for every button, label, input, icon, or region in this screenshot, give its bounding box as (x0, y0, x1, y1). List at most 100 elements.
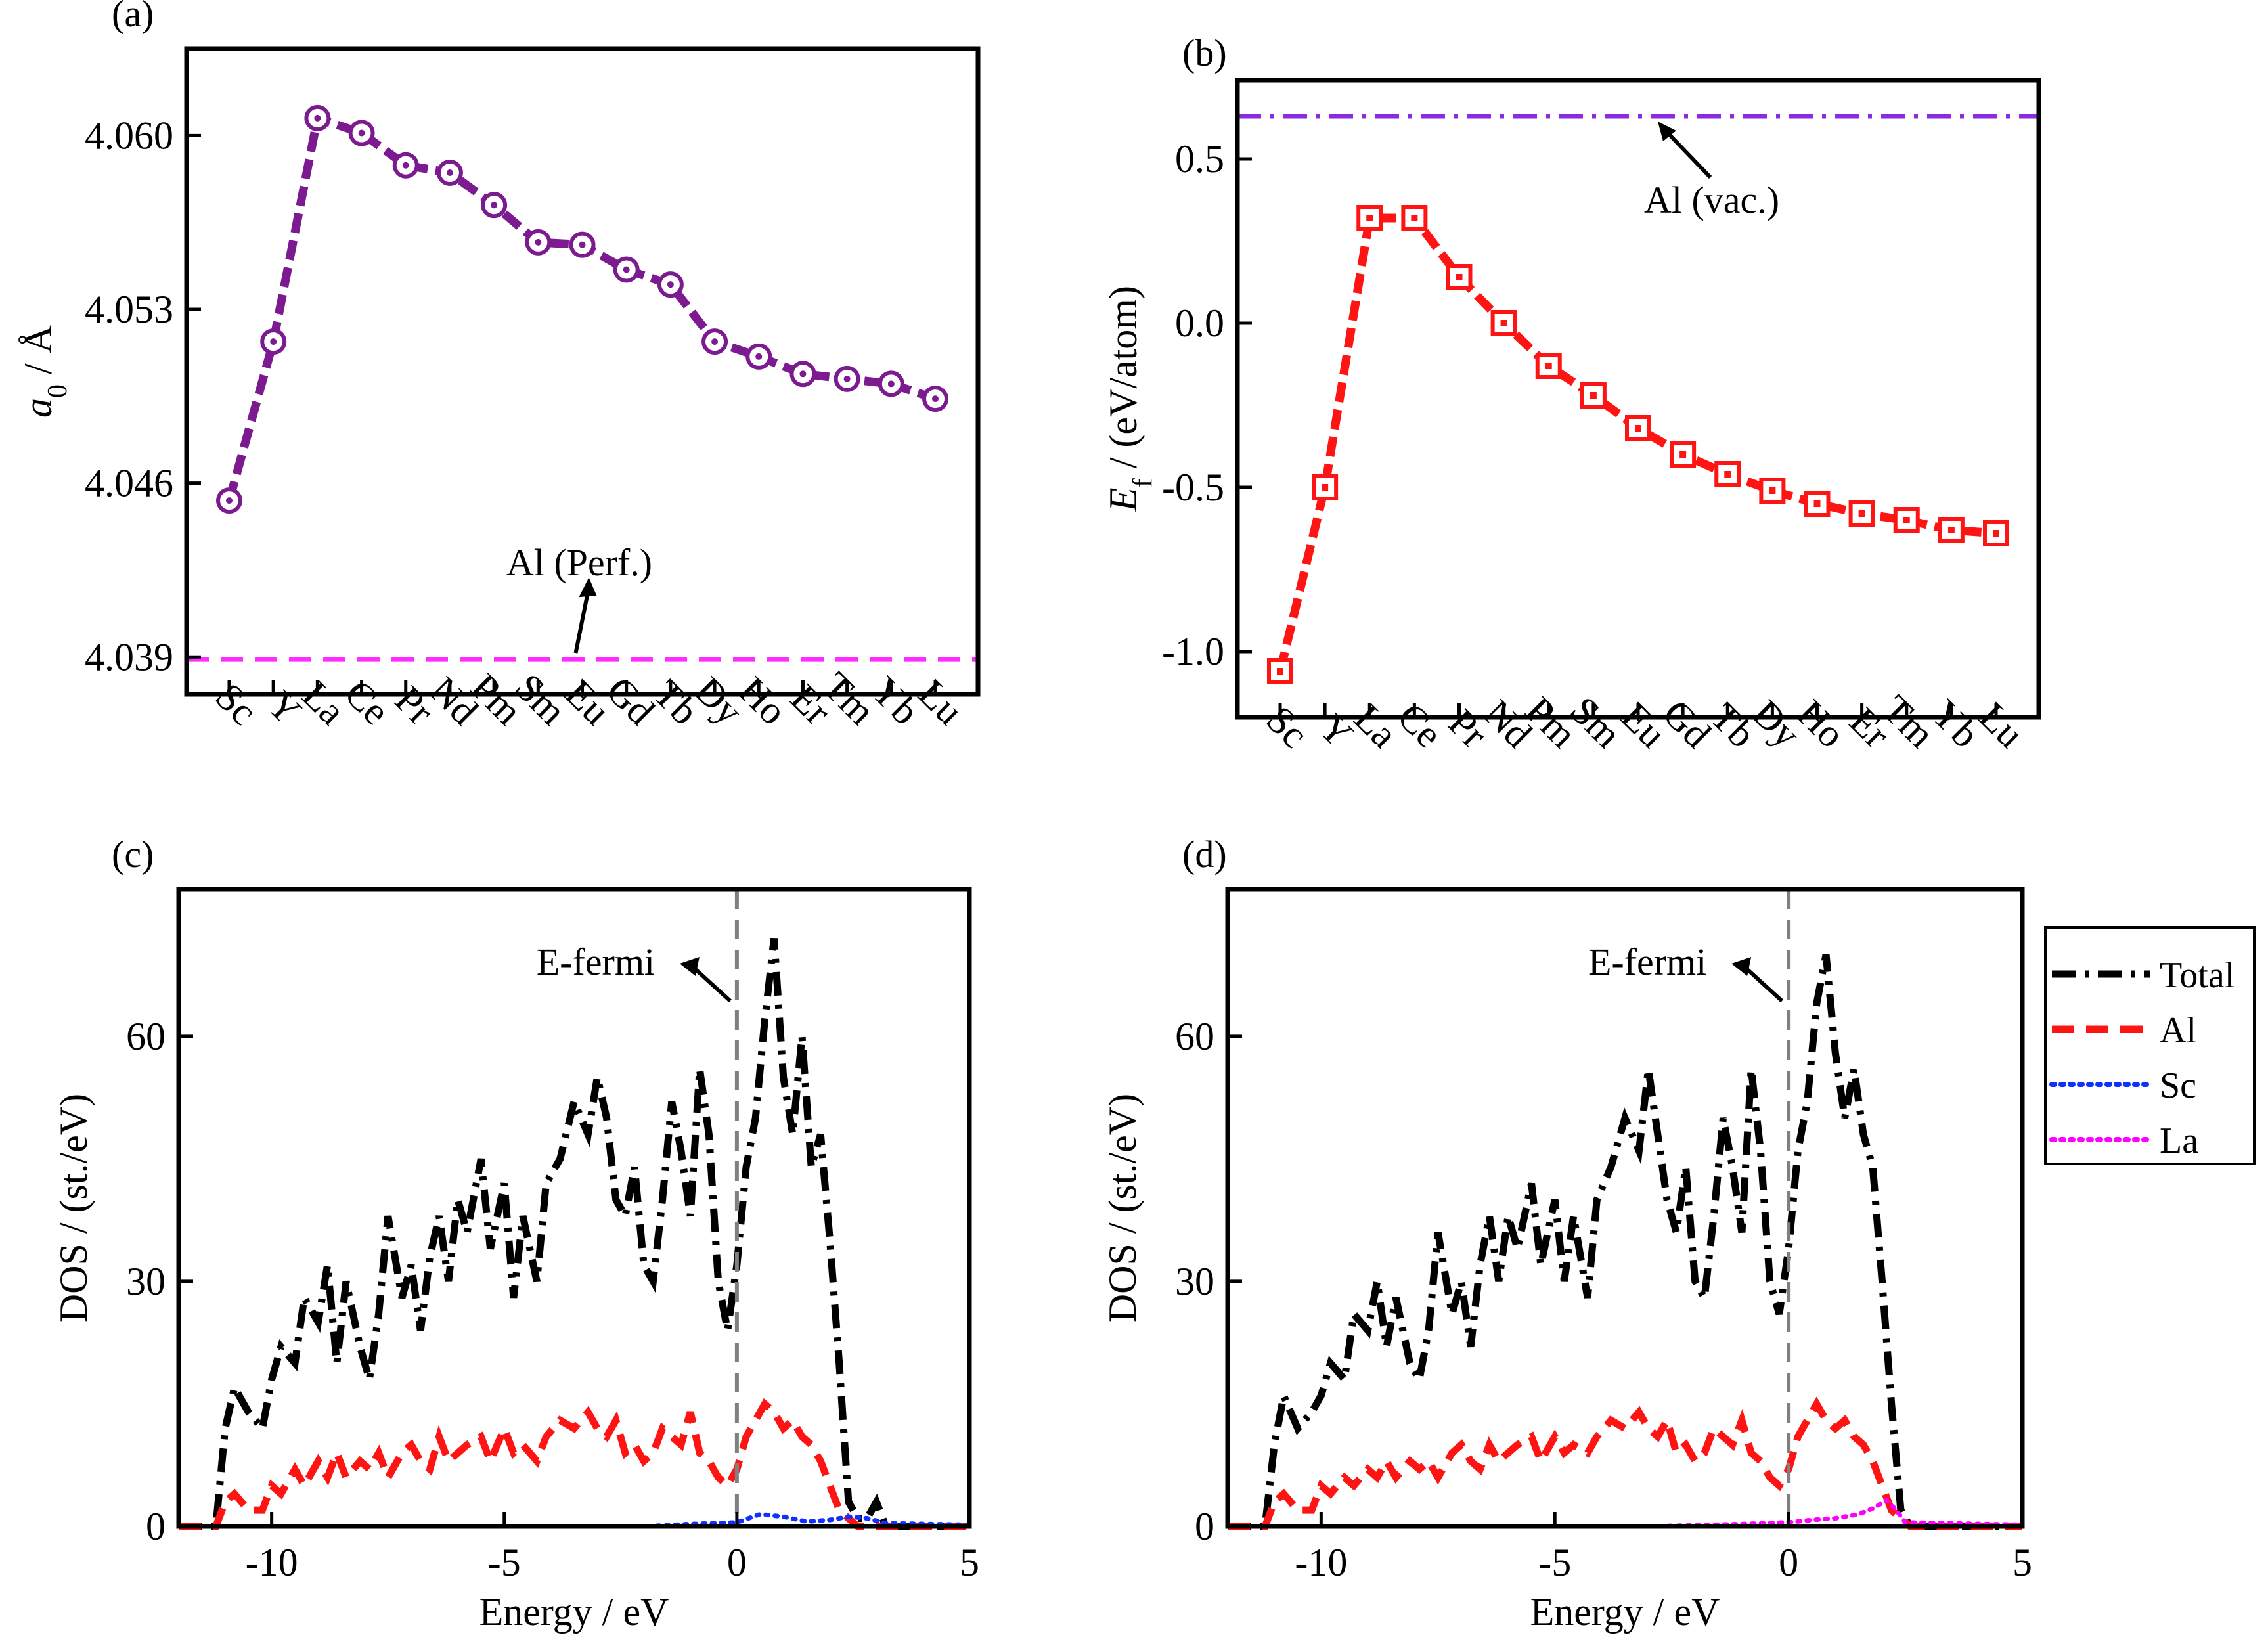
x-tick-label: Ho (1789, 692, 1854, 757)
series-al-line (1228, 1396, 2022, 1530)
arrowhead (579, 577, 597, 598)
y-tick-label: 0.5 (1175, 137, 1224, 181)
legend-label-total: Total (2160, 955, 2235, 996)
data-point-center (1500, 320, 1507, 326)
arrowhead (1731, 957, 1752, 976)
arrowhead (679, 957, 700, 976)
y-axis-label: DOS / (st./eV) (52, 1094, 95, 1322)
data-point (1535, 353, 1562, 379)
data-point-center (1993, 530, 1999, 537)
y-tick-label: 30 (126, 1260, 166, 1303)
data-line (225, 112, 937, 502)
data-point-center (887, 380, 895, 388)
fermi-label: E-fermi (537, 941, 655, 983)
plot-frame (176, 887, 972, 1529)
panel-label: (c) (112, 833, 154, 876)
legend-label-al: Al (2160, 1010, 2196, 1051)
y-tick-label: 4.039 (85, 635, 173, 678)
data-point-center (711, 338, 719, 345)
data-point-center (1769, 487, 1776, 494)
data-point-center (755, 353, 763, 360)
x-axis-label: Energy / eV (479, 1590, 669, 1634)
data-point (1490, 310, 1517, 336)
data-point-center (623, 266, 630, 273)
data-point-center (226, 497, 233, 504)
reference-label: Al (Perf.) (506, 541, 652, 584)
series-total-line (179, 937, 969, 1530)
data-point-center (358, 129, 365, 137)
data-point-center (314, 114, 321, 122)
x-tick-label: Sc (207, 675, 265, 733)
data-point (1804, 491, 1831, 517)
data-point-center (1590, 392, 1597, 399)
series-al-line (179, 1398, 969, 1530)
x-tick-label: -10 (246, 1541, 298, 1584)
data-point-center (1679, 451, 1687, 458)
x-tick-label: Ce (336, 671, 398, 733)
data-point-center (491, 202, 498, 209)
data-point-center (535, 238, 542, 246)
reference-label: Al (vac.) (1644, 179, 1779, 221)
data-point (1848, 500, 1875, 527)
data-point-center (579, 241, 586, 248)
legend-label-la: La (2160, 1121, 2198, 1161)
data-point-center (270, 338, 277, 345)
panel-label: (d) (1182, 833, 1227, 876)
x-tick-label: -5 (488, 1541, 521, 1584)
y-tick-label: 0 (146, 1505, 166, 1548)
y-tick-label: 4.060 (85, 114, 173, 157)
plot-frame (1225, 887, 2025, 1529)
y-tick-label: 0 (1195, 1505, 1214, 1548)
x-tick-label: Ho (730, 669, 795, 734)
data-point-center (1947, 527, 1955, 533)
x-tick-label: 5 (2012, 1541, 2032, 1584)
y-tick-label: 0.0 (1175, 301, 1224, 345)
data-point-center (1277, 668, 1283, 675)
legend-label-sc: Sc (2160, 1065, 2196, 1106)
data-point-center (799, 370, 807, 378)
legend: Total Al Sc La (2044, 926, 2256, 1165)
x-tick-label: Lu (910, 671, 972, 733)
panel-label: (b) (1182, 32, 1227, 74)
annotation-arrow (1745, 966, 1784, 1003)
data-point-center (843, 375, 851, 382)
x-tick-label: Ce (1389, 694, 1451, 756)
plot-frame (1235, 78, 2041, 720)
x-axis-label: Energy / eV (1530, 1590, 1720, 1634)
legend-box (2044, 926, 2256, 1165)
arrowhead (1658, 122, 1676, 141)
panel-a: 4.0394.0464.0534.060ScYLaCePrNdPmSmEuGdT… (16, 0, 981, 734)
plot-frame (184, 46, 981, 697)
x-tick-label: 0 (1779, 1541, 1798, 1584)
panel-b: -1.0-0.50.00.5ScYLaCePrNdPmSmEuGdTbDyHoE… (1101, 32, 2041, 757)
data-point-center (1724, 471, 1731, 478)
data-point-center (446, 169, 453, 177)
data-point-center (402, 162, 409, 169)
data-point-center (1858, 510, 1865, 517)
y-axis-label: Ef / (eV/atom) (1101, 286, 1158, 512)
data-point-center (667, 281, 674, 288)
data-point-center (1545, 363, 1552, 369)
data-point-center (932, 395, 939, 403)
x-tick-label: 0 (727, 1541, 747, 1584)
fermi-label: E-fermi (1588, 941, 1706, 983)
annotation-arrow (1661, 126, 1712, 179)
y-tick-label: -1.0 (1162, 630, 1224, 673)
data-point-center (1456, 274, 1463, 280)
data-point-center (1813, 500, 1821, 507)
y-tick-label: -0.5 (1162, 466, 1224, 509)
data-line (1276, 213, 1997, 673)
y-tick-label: 60 (1175, 1015, 1214, 1058)
annotation-arrow (692, 966, 732, 1003)
x-tick-label: Lu (1971, 694, 2033, 756)
y-tick-label: 60 (126, 1015, 166, 1058)
panel-c: -10 -5 0 5 0 30 60 Energy / eV DOS / (st./eV) E-f… (52, 833, 979, 1634)
data-point-center (1903, 517, 1910, 523)
data-point-center (1411, 215, 1418, 221)
data-point-center (1366, 215, 1373, 221)
annotation-arrow (573, 587, 591, 654)
x-tick-label: -10 (1295, 1541, 1347, 1584)
data-point-center (1322, 484, 1329, 491)
panel-label: (a) (112, 0, 154, 35)
